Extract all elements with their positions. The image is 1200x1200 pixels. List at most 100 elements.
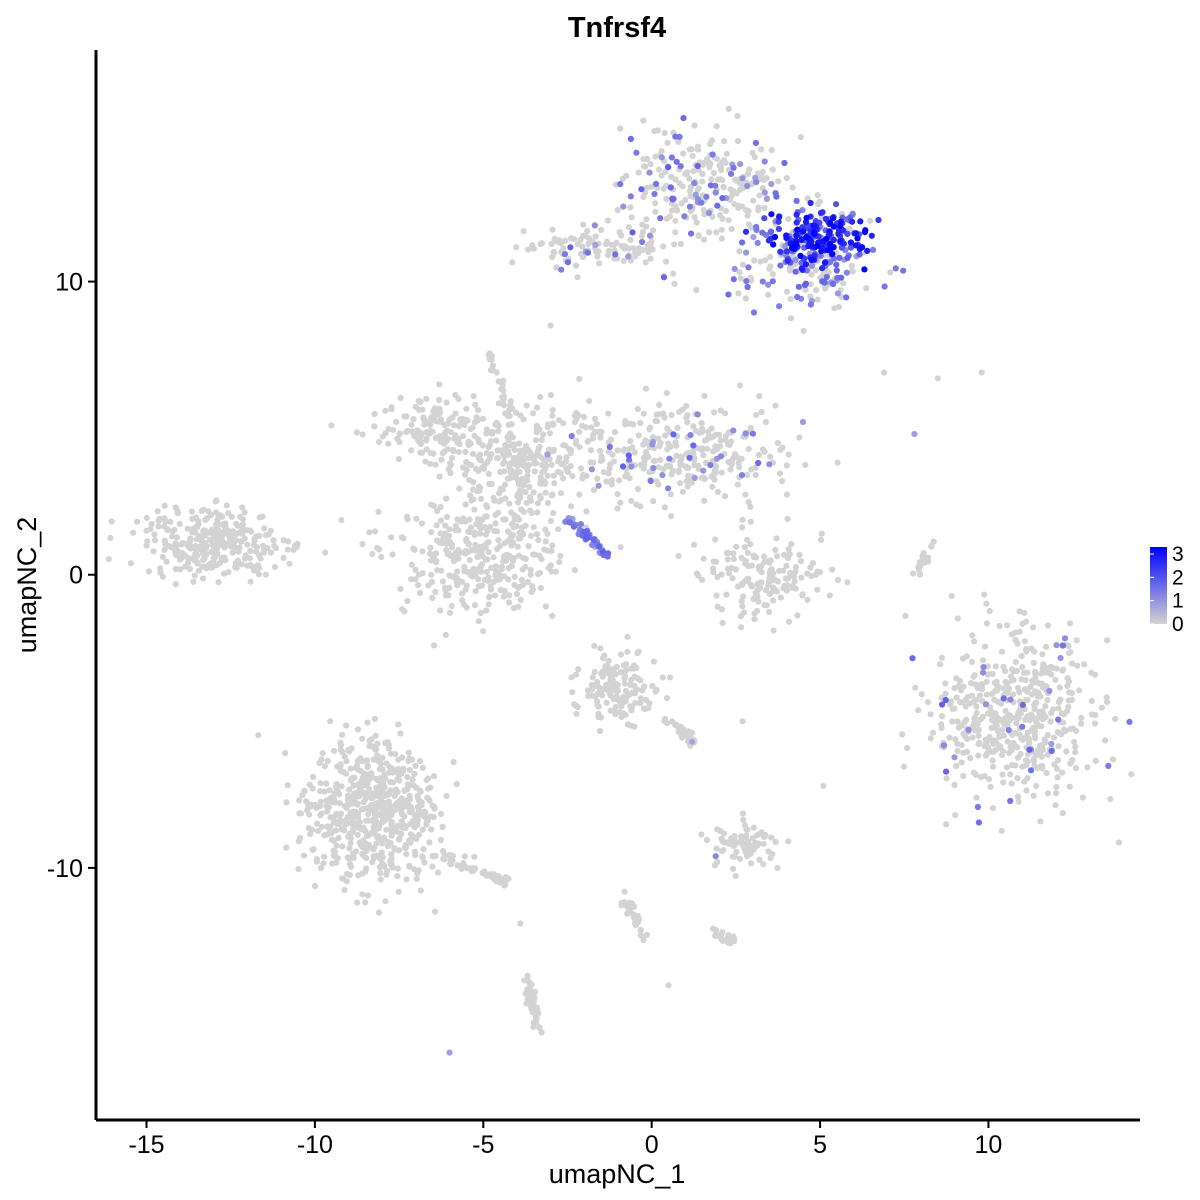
data-point xyxy=(524,472,531,480)
data-point xyxy=(983,691,991,698)
data-point xyxy=(454,568,461,575)
data-point xyxy=(331,747,338,755)
data-point xyxy=(354,899,361,906)
data-point xyxy=(1053,790,1060,797)
data-point xyxy=(506,407,513,414)
data-point xyxy=(1084,764,1091,771)
data-point xyxy=(785,546,792,553)
data-point xyxy=(1044,697,1051,704)
data-point xyxy=(411,546,418,553)
data-point xyxy=(161,546,168,554)
data-point xyxy=(628,497,635,504)
data-point xyxy=(306,811,313,818)
data-point xyxy=(612,251,619,258)
data-point xyxy=(632,922,639,929)
data-point xyxy=(1065,678,1072,685)
data-point xyxy=(444,550,451,558)
data-point xyxy=(623,172,630,179)
data-point xyxy=(958,742,965,749)
data-point xyxy=(736,464,743,471)
data-point xyxy=(313,858,320,865)
data-point xyxy=(736,382,744,389)
data-point xyxy=(614,687,622,694)
data-point xyxy=(954,615,961,622)
data-point xyxy=(475,467,482,474)
data-point xyxy=(544,472,551,479)
data-point xyxy=(475,436,482,443)
data-point xyxy=(655,435,662,442)
data-point xyxy=(723,150,730,157)
data-point xyxy=(573,671,580,678)
data-point xyxy=(800,327,807,334)
data-point xyxy=(318,823,325,830)
data-point xyxy=(783,462,790,469)
data-point xyxy=(823,235,830,242)
data-point xyxy=(583,508,590,515)
data-point xyxy=(844,579,851,586)
data-point xyxy=(176,520,183,528)
data-point xyxy=(434,869,442,876)
data-point xyxy=(709,137,716,144)
data-point xyxy=(748,562,755,569)
data-point xyxy=(756,192,763,199)
data-point xyxy=(774,578,782,585)
data-point xyxy=(1003,764,1010,771)
data-point xyxy=(446,416,453,423)
data-point xyxy=(536,1024,543,1031)
data-point xyxy=(955,683,962,690)
data-point xyxy=(438,456,445,463)
data-point xyxy=(662,432,669,439)
data-point xyxy=(238,561,245,568)
data-point xyxy=(374,740,381,747)
data-point xyxy=(487,367,494,374)
data-point xyxy=(537,393,544,400)
data-point xyxy=(597,447,604,454)
data-point xyxy=(359,431,366,438)
data-point xyxy=(1059,642,1066,649)
data-point xyxy=(173,552,180,559)
data-point xyxy=(652,180,660,187)
data-point xyxy=(431,908,439,915)
data-point xyxy=(427,460,434,467)
y-tick-label: -10 xyxy=(47,855,83,883)
data-point xyxy=(225,530,232,537)
data-point xyxy=(645,453,652,460)
data-point xyxy=(690,168,697,175)
data-point xyxy=(770,597,777,604)
data-point xyxy=(452,432,459,439)
data-point xyxy=(192,524,199,531)
data-point xyxy=(617,544,624,551)
data-point xyxy=(830,280,837,288)
data-point xyxy=(366,844,373,851)
data-point xyxy=(768,211,775,218)
data-point xyxy=(1053,765,1061,772)
data-point xyxy=(911,430,918,438)
data-point xyxy=(979,669,987,676)
data-point xyxy=(915,707,922,714)
data-point xyxy=(168,544,176,551)
data-point xyxy=(583,472,590,479)
data-point xyxy=(1024,758,1031,765)
data-point xyxy=(406,766,413,774)
data-point xyxy=(667,491,674,498)
data-point xyxy=(607,707,614,714)
data-point xyxy=(169,533,176,540)
data-point xyxy=(654,127,662,134)
data-point xyxy=(609,451,616,458)
data-point xyxy=(394,435,401,442)
data-point xyxy=(1008,780,1015,787)
data-point xyxy=(747,425,755,432)
data-point xyxy=(425,785,432,792)
data-point xyxy=(742,560,749,567)
data-point xyxy=(635,245,642,252)
data-point xyxy=(323,802,330,810)
data-point xyxy=(203,565,210,572)
data-point xyxy=(1033,718,1040,725)
data-point xyxy=(566,519,573,526)
data-point xyxy=(663,215,670,222)
data-point xyxy=(151,537,159,544)
data-point xyxy=(970,673,977,680)
data-point xyxy=(544,499,552,507)
data-point xyxy=(818,248,825,255)
data-point xyxy=(650,498,657,505)
